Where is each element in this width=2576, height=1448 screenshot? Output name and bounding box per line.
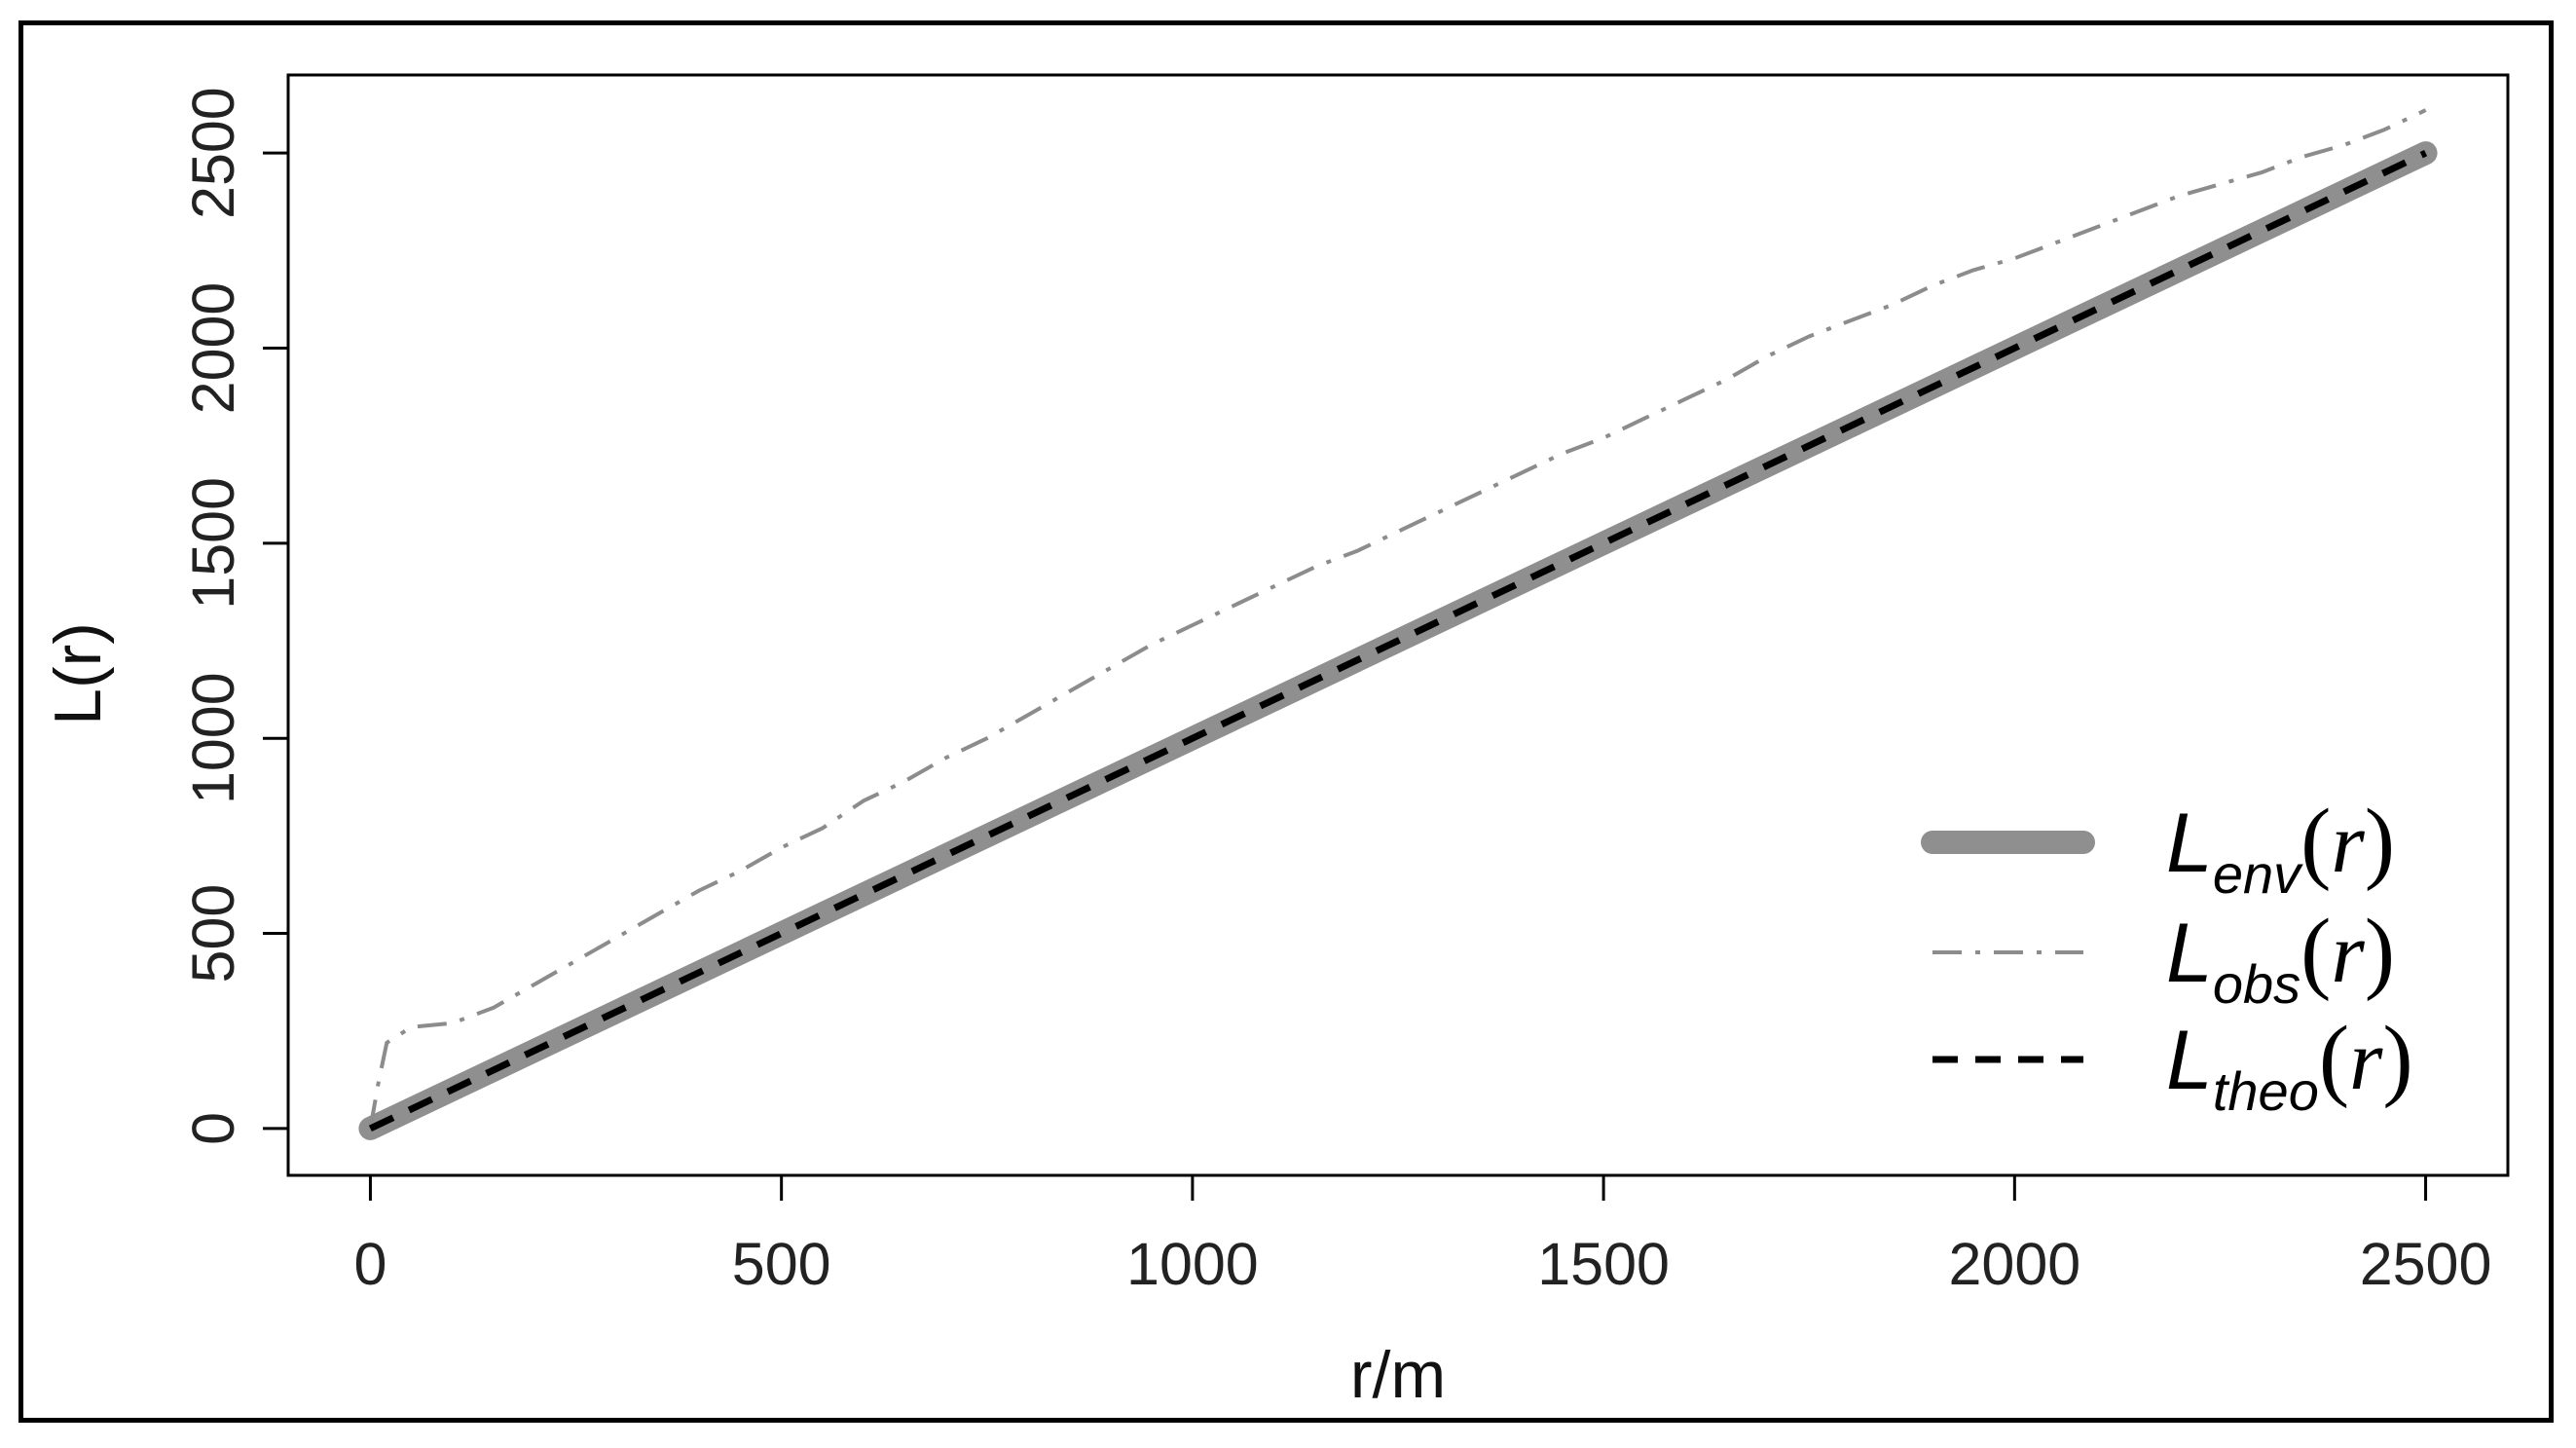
x-tick-label: 1500 — [1537, 1231, 1670, 1297]
x-tick-label: 2000 — [1948, 1231, 2080, 1297]
legend-label-obs: Lobs(r) — [2166, 901, 2395, 1015]
figure-frame — [18, 20, 2554, 1423]
series-layer — [358, 108, 2438, 1140]
x-tick-label: 2500 — [2360, 1231, 2492, 1297]
legend-label-env: Lenv(r) — [2166, 791, 2395, 905]
series-line-obs — [368, 108, 2427, 1130]
y-tick-label: 0 — [180, 1112, 246, 1145]
series-line-theo — [368, 149, 2428, 1132]
legend-item-obs: Lobs(r) — [1932, 901, 2395, 1015]
legend-item-theo: Ltheo(r) — [1932, 1008, 2413, 1122]
x-tick-label: 500 — [732, 1231, 831, 1297]
legend: Lenv(r)Lobs(r)Ltheo(r) — [1921, 791, 2413, 1122]
legend-item-env: Lenv(r) — [1921, 791, 2395, 905]
y-tick-label: 500 — [180, 884, 246, 984]
y-axis-title: L(r) — [41, 622, 115, 725]
x-tick-label: 1000 — [1126, 1231, 1259, 1297]
y-tick-label: 1500 — [180, 477, 246, 610]
y-tick-label: 2000 — [180, 282, 246, 415]
x-axis: 0 500 1000 1500 2000 2500 — [353, 1173, 2492, 1297]
y-tick-label: 2500 — [180, 87, 246, 219]
x-tick-label: 0 — [353, 1231, 386, 1297]
y-axis: 0 500 1000 1500 2000 2500 — [180, 87, 290, 1145]
legend-label-theo: Ltheo(r) — [2166, 1008, 2413, 1122]
x-axis-title: r/m — [1350, 1338, 1446, 1412]
y-tick-label: 1000 — [180, 672, 246, 804]
